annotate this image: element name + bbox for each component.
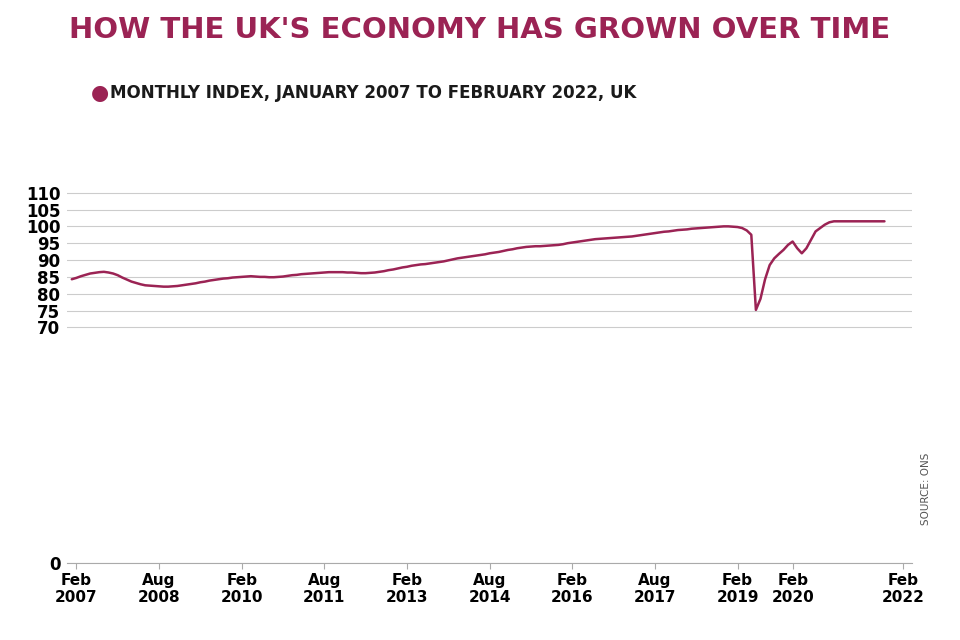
Text: ●: ● [91, 83, 109, 103]
Text: HOW THE UK'S ECONOMY HAS GROWN OVER TIME: HOW THE UK'S ECONOMY HAS GROWN OVER TIME [69, 16, 891, 44]
Text: SOURCE: ONS: SOURCE: ONS [922, 452, 931, 525]
Text: MONTHLY INDEX, JANUARY 2007 TO FEBRUARY 2022, UK: MONTHLY INDEX, JANUARY 2007 TO FEBRUARY … [110, 84, 636, 102]
